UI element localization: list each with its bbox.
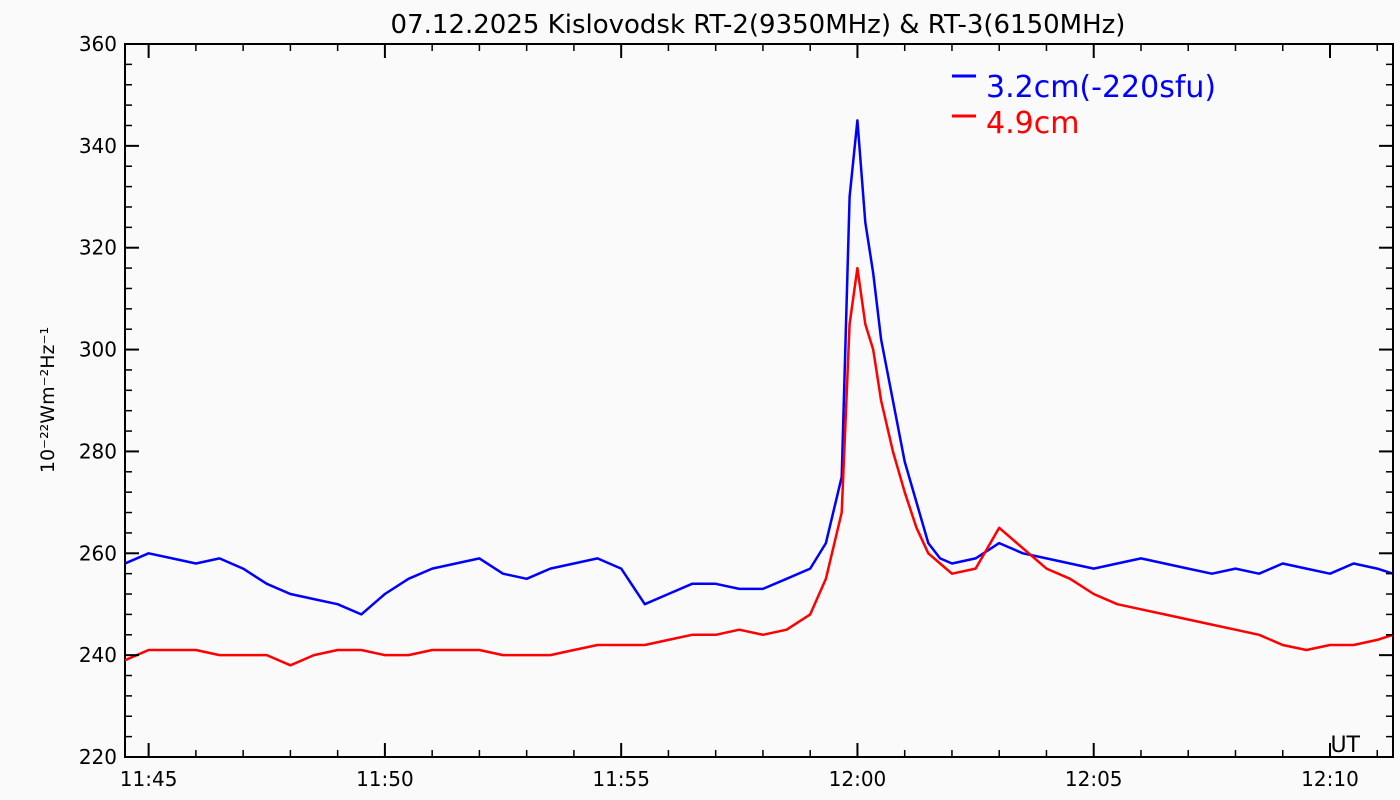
y-tick-label: 340 — [79, 134, 117, 158]
y-tick-label: 360 — [79, 32, 117, 56]
x-tick-label: 12:00 — [829, 767, 887, 791]
legend-entry-3-2cm: 3.2cm(-220sfu) — [986, 70, 1216, 105]
x-tick-label: 11:55 — [592, 767, 650, 791]
series-line-1 — [124, 266, 1394, 667]
y-tick-label: 260 — [79, 541, 117, 565]
y-tick-label: 280 — [79, 439, 117, 463]
x-tick-label: 12:10 — [1301, 767, 1359, 791]
y-axis-label: 10⁻²²Wm⁻²Hz⁻¹ — [37, 327, 59, 473]
chart-title: 07.12.2025 Kislovodsk RT-2(9350MHz) & RT… — [391, 10, 1126, 40]
x-tick-label: 11:50 — [356, 767, 414, 791]
plot-area: 220 240 260 280 300 320 340 360 11:45 11:50 11:55 1… — [79, 32, 1394, 791]
x-tick-label: 11:45 — [120, 767, 178, 791]
x-axis-label: UT — [1330, 733, 1360, 758]
series-layer — [124, 119, 1394, 667]
y-tick-label: 300 — [79, 338, 117, 362]
plot-frame — [124, 43, 1394, 758]
ticks-layer: 220 240 260 280 300 320 340 360 11:45 11:50 11:55 1… — [79, 32, 1393, 791]
series-line-0 — [124, 119, 1394, 616]
x-tick-label: 12:05 — [1065, 767, 1123, 791]
y-tick-label: 240 — [79, 643, 117, 667]
y-tick-label: 220 — [79, 745, 117, 769]
legend-entry-4-9cm: 4.9cm — [986, 106, 1079, 141]
legend: 3.2cm(-220sfu) 4.9cm — [952, 70, 1216, 141]
y-tick-label: 320 — [79, 236, 117, 260]
